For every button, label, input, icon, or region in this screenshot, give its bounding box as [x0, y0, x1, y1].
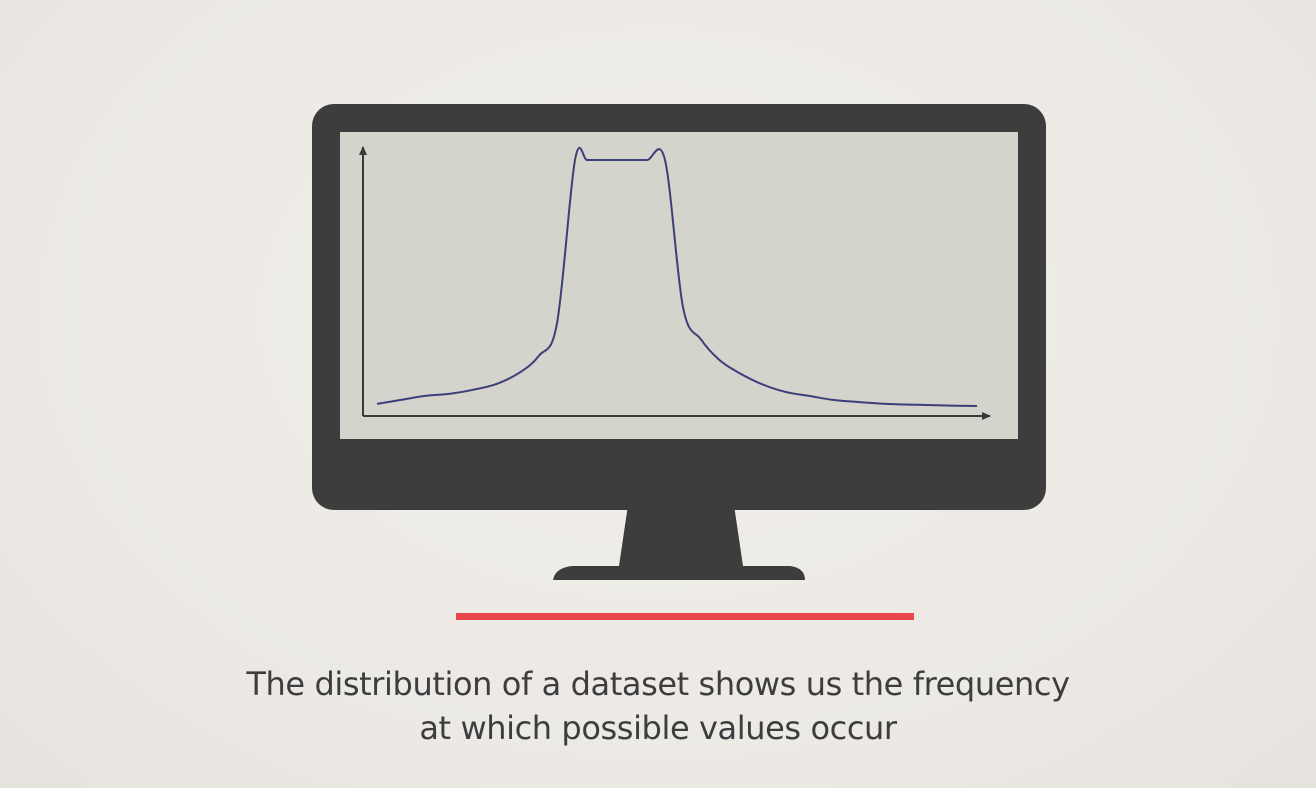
monitor-stand-base [553, 566, 805, 580]
distribution-curve [376, 147, 978, 407]
computer-monitor-icon [312, 104, 1046, 580]
caption-line-1: The distribution of a dataset shows us t… [246, 665, 1070, 703]
monitor-stand-neck [619, 505, 743, 566]
chart [359, 146, 991, 420]
caption-line-2: at which possible values occur [419, 709, 897, 747]
caption: The distribution of a dataset shows us t… [158, 662, 1158, 750]
accent-divider [456, 613, 914, 620]
